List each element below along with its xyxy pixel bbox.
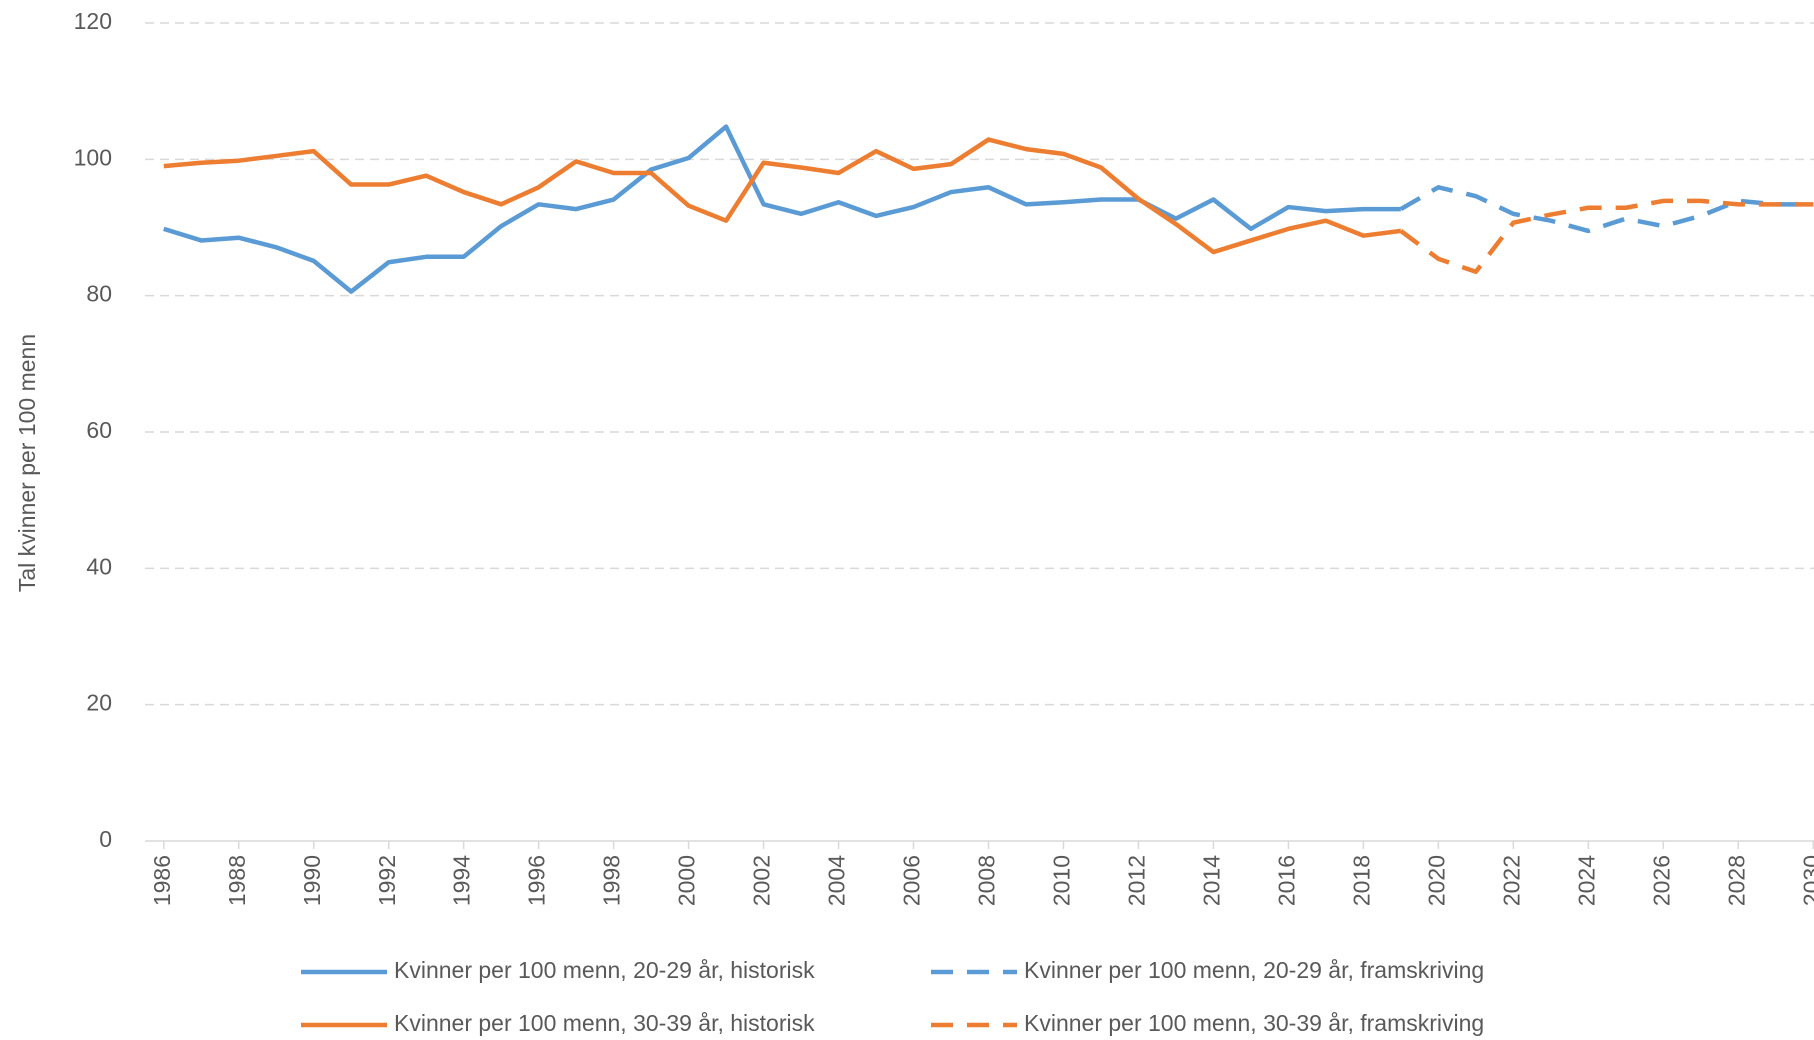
x-tick-label: 1996 bbox=[524, 855, 550, 906]
y-tick-label: 60 bbox=[86, 417, 112, 443]
series-line bbox=[1399, 185, 1814, 234]
x-tick-label: 1990 bbox=[299, 855, 325, 906]
y-tick-label: 80 bbox=[86, 281, 112, 307]
x-tick-label: 2020 bbox=[1423, 855, 1449, 906]
x-tick-label: 2004 bbox=[824, 855, 850, 906]
x-tick-label: 1988 bbox=[224, 855, 250, 906]
x-tick-label: 2030 bbox=[1798, 855, 1814, 906]
x-tick-label: 2008 bbox=[974, 855, 1000, 906]
legend-label: Kvinner per 100 menn, 30-39 år, historis… bbox=[394, 1010, 815, 1036]
series-line bbox=[163, 137, 1402, 255]
x-tick-label: 2000 bbox=[674, 855, 700, 906]
y-axis-title: Tal kvinner per 100 menn bbox=[14, 334, 40, 592]
x-tick-label: 2024 bbox=[1573, 855, 1599, 906]
legend-label: Kvinner per 100 menn, 20-29 år, framskri… bbox=[1024, 957, 1484, 983]
legend-label: Kvinner per 100 menn, 30-39 år, framskri… bbox=[1024, 1010, 1484, 1036]
y-tick-label: 40 bbox=[86, 553, 112, 579]
x-tick-label: 1986 bbox=[149, 855, 175, 906]
x-tick-label: 2006 bbox=[899, 855, 925, 906]
y-tick-label: 100 bbox=[74, 144, 112, 170]
x-tick-label: 2012 bbox=[1124, 855, 1150, 906]
x-tick-label: 2016 bbox=[1273, 855, 1299, 906]
x-tick-label: 1992 bbox=[374, 855, 400, 906]
x-tick-label: 1998 bbox=[599, 855, 625, 906]
series-line bbox=[1399, 198, 1814, 275]
series-line bbox=[163, 124, 1401, 294]
x-tick-label: 2026 bbox=[1648, 855, 1674, 906]
x-tick-label: 2014 bbox=[1199, 855, 1225, 906]
x-tick-label: 2002 bbox=[749, 855, 775, 906]
x-tick-label: 2018 bbox=[1348, 855, 1374, 906]
legend-label: Kvinner per 100 menn, 20-29 år, historis… bbox=[394, 957, 815, 983]
y-tick-label: 20 bbox=[86, 690, 112, 716]
x-tick-label: 1994 bbox=[449, 855, 475, 906]
y-tick-label: 0 bbox=[99, 826, 112, 852]
x-tick-label: 2010 bbox=[1049, 855, 1075, 906]
y-tick-label: 120 bbox=[74, 8, 112, 34]
x-tick-label: 2022 bbox=[1498, 855, 1524, 906]
x-tick-label: 2028 bbox=[1723, 855, 1749, 906]
